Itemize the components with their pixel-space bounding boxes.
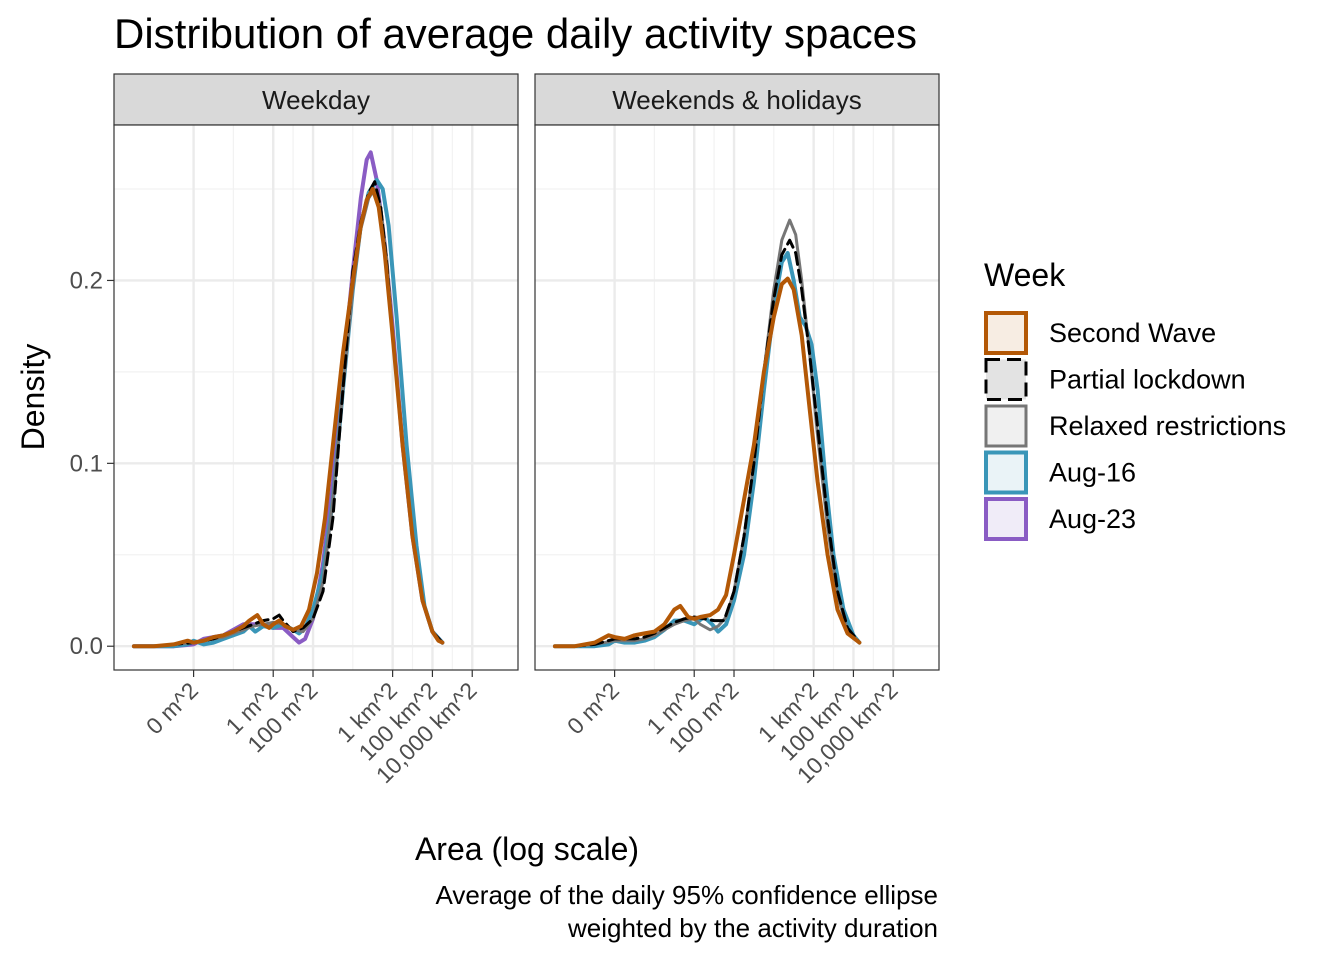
legend-key [984, 404, 1028, 448]
series-line [552, 251, 862, 649]
chart-title: Distribution of average daily activity s… [114, 10, 917, 57]
legend-label: Relaxed restrictions [1049, 411, 1286, 441]
facet-strip-label: Weekends & holidays [612, 85, 862, 115]
legend-label: Aug-16 [1049, 458, 1136, 488]
y-tick-label: 0.2 [70, 267, 103, 294]
legend-label: Partial lockdown [1049, 365, 1246, 395]
legend-key [984, 497, 1028, 541]
plot-background [114, 125, 518, 670]
series-line [553, 238, 861, 648]
legend-item: Relaxed restrictions [984, 404, 1286, 448]
legend-item: Partial lockdown [984, 358, 1246, 401]
legend-label: Aug-23 [1049, 504, 1136, 534]
y-axis-label: Density [15, 344, 51, 451]
x-tick-label: 0 m^2 [141, 677, 203, 739]
legend-item: Aug-23 [984, 497, 1136, 541]
legend-key [984, 358, 1028, 401]
series-line [552, 276, 862, 649]
caption-line-2: weighted by the activity duration [567, 913, 938, 943]
facet-strip [113, 73, 519, 126]
y-tick-label: 0.0 [70, 633, 103, 660]
legend-key [984, 311, 1028, 355]
legend-item: Aug-16 [984, 450, 1136, 495]
legend-label: Second Wave [1049, 318, 1216, 348]
legend-title: Week [984, 257, 1066, 293]
y-tick-label: 0.1 [70, 450, 103, 477]
legend-key [984, 450, 1028, 495]
x-axis-label: Area (log scale) [415, 831, 639, 867]
panel-border [534, 124, 940, 671]
facet-strip-label: Weekday [262, 85, 370, 115]
caption-line-1: Average of the daily 95% confidence elli… [435, 880, 938, 910]
legend-item: Second Wave [984, 311, 1216, 355]
legend: Week Second Wave Partial lockdown Relaxed … [984, 257, 1286, 541]
panel-border [113, 124, 519, 671]
x-tick-label: 0 m^2 [562, 677, 624, 739]
series-line [131, 187, 445, 649]
facet-strip [534, 73, 940, 126]
